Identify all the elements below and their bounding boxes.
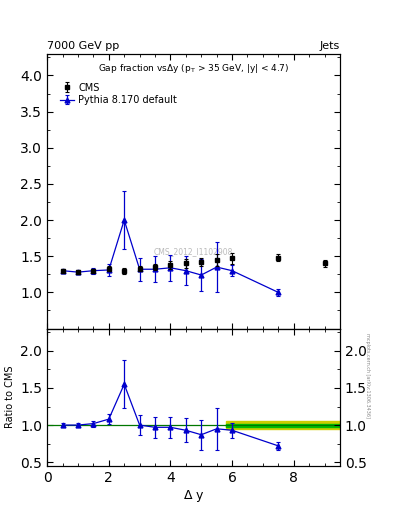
Text: Gap fraction vs$\Delta$y (p$_{\rm T}$ > 35 GeV, |y| < 4.7): Gap fraction vs$\Delta$y (p$_{\rm T}$ > … — [98, 62, 289, 75]
Bar — [226, 423, 340, 426]
X-axis label: $\Delta$ y: $\Delta$ y — [183, 487, 204, 504]
Text: CMS_2012_I1102908: CMS_2012_I1102908 — [154, 247, 233, 256]
Text: 7000 GeV pp: 7000 GeV pp — [47, 41, 119, 51]
Bar — [226, 421, 340, 429]
Y-axis label: Ratio to CMS: Ratio to CMS — [5, 366, 15, 429]
Legend: CMS, Pythia 8.170 default: CMS, Pythia 8.170 default — [58, 80, 179, 107]
Text: mcplots.cern.ch [arXiv:1306.3436]: mcplots.cern.ch [arXiv:1306.3436] — [365, 333, 371, 418]
Text: Jets: Jets — [320, 41, 340, 51]
